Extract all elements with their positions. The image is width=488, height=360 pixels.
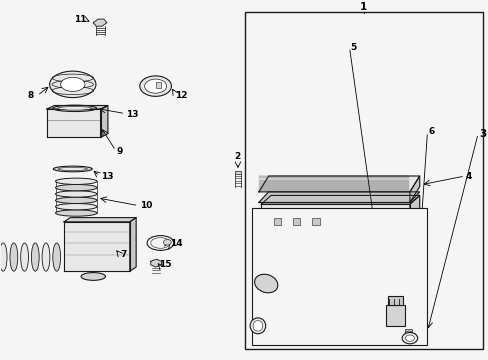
Ellipse shape [250,318,265,334]
Circle shape [405,335,413,341]
Polygon shape [258,192,419,202]
Polygon shape [256,314,273,338]
Bar [235,171,241,174]
Ellipse shape [53,243,61,271]
Ellipse shape [53,166,92,172]
Ellipse shape [53,105,97,112]
Text: 4: 4 [465,171,471,180]
Bar [273,217,280,225]
Ellipse shape [10,243,18,271]
Text: 13: 13 [101,172,113,181]
Polygon shape [261,204,409,294]
Polygon shape [93,19,107,26]
Ellipse shape [58,107,92,110]
Text: 6: 6 [427,127,434,136]
Ellipse shape [56,178,97,184]
Polygon shape [150,259,161,267]
Polygon shape [47,105,108,109]
Circle shape [401,333,417,344]
Polygon shape [64,217,136,222]
Polygon shape [409,176,419,202]
Text: 13: 13 [126,110,139,119]
Ellipse shape [254,274,277,293]
Ellipse shape [144,79,166,93]
Ellipse shape [56,191,97,197]
Ellipse shape [140,76,171,96]
Circle shape [163,239,171,245]
Polygon shape [409,195,419,294]
Ellipse shape [42,243,50,271]
Ellipse shape [31,243,39,271]
Polygon shape [64,222,129,271]
Text: 1: 1 [359,2,366,12]
Polygon shape [47,109,101,137]
Text: 8: 8 [28,91,34,100]
Polygon shape [267,292,307,306]
Ellipse shape [81,273,105,280]
Text: 2: 2 [234,152,240,161]
Bar [404,329,411,333]
Ellipse shape [58,167,87,171]
Text: 12: 12 [175,91,187,100]
Bar [312,217,319,225]
Ellipse shape [56,210,97,216]
Circle shape [404,331,412,337]
Bar [292,217,300,225]
Text: 10: 10 [139,202,152,211]
Bar [155,82,161,88]
Polygon shape [256,328,399,338]
Ellipse shape [0,243,7,271]
Polygon shape [258,176,419,192]
Ellipse shape [56,203,97,210]
Text: 15: 15 [159,260,171,269]
Text: 11: 11 [74,15,86,24]
Bar [251,208,426,345]
Text: 3: 3 [478,129,486,139]
Ellipse shape [20,243,28,271]
Bar [387,296,402,305]
Bar [385,305,404,326]
Ellipse shape [56,197,97,203]
Ellipse shape [56,184,97,191]
Ellipse shape [61,77,85,91]
Polygon shape [256,314,399,328]
Ellipse shape [50,71,96,98]
Text: 9: 9 [117,147,123,156]
Text: 5: 5 [350,43,356,52]
Polygon shape [261,195,419,204]
Bar [245,12,482,349]
Text: 14: 14 [170,239,183,248]
Ellipse shape [252,320,262,331]
Polygon shape [129,217,136,271]
Polygon shape [101,105,108,137]
Text: 7: 7 [120,250,126,259]
